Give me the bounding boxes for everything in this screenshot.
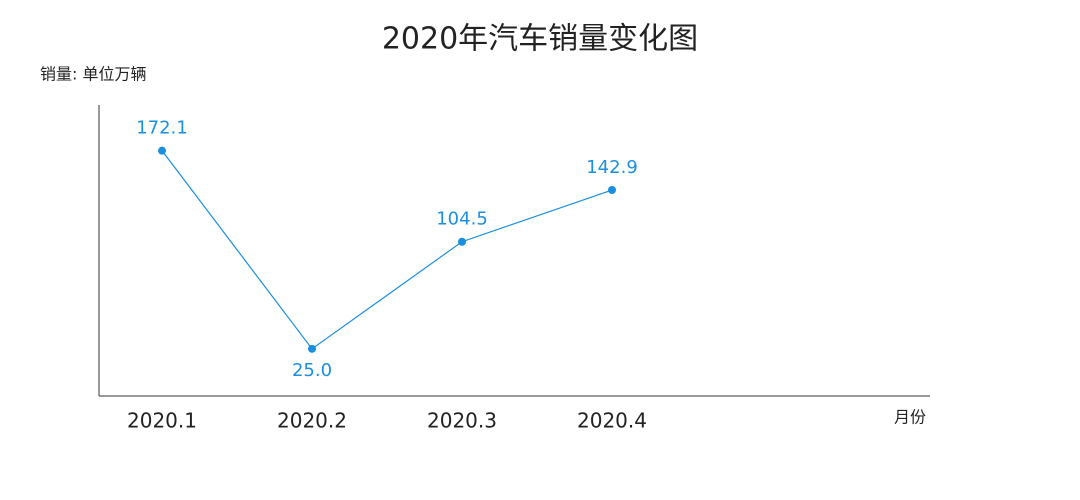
data-label: 104.5 — [436, 209, 488, 230]
data-point — [608, 186, 616, 195]
data-label: 172.1 — [136, 118, 188, 139]
chart-title: 2020年汽车销量变化图 — [382, 22, 698, 57]
data-label: 142.9 — [586, 157, 638, 178]
x-tick-label: 2020.1 — [127, 409, 197, 433]
x-tick-label: 2020.4 — [577, 409, 647, 433]
x-axis-label: 月份 — [894, 408, 926, 427]
x-tick-label: 2020.2 — [277, 409, 347, 433]
data-point — [158, 146, 166, 155]
data-point — [308, 344, 316, 353]
y-axis-label: 销量: 单位万辆 — [40, 65, 146, 84]
data-label: 25.0 — [292, 360, 332, 381]
data-point — [458, 237, 466, 246]
x-tick-label: 2020.3 — [427, 409, 497, 433]
series-line — [161, 150, 613, 350]
